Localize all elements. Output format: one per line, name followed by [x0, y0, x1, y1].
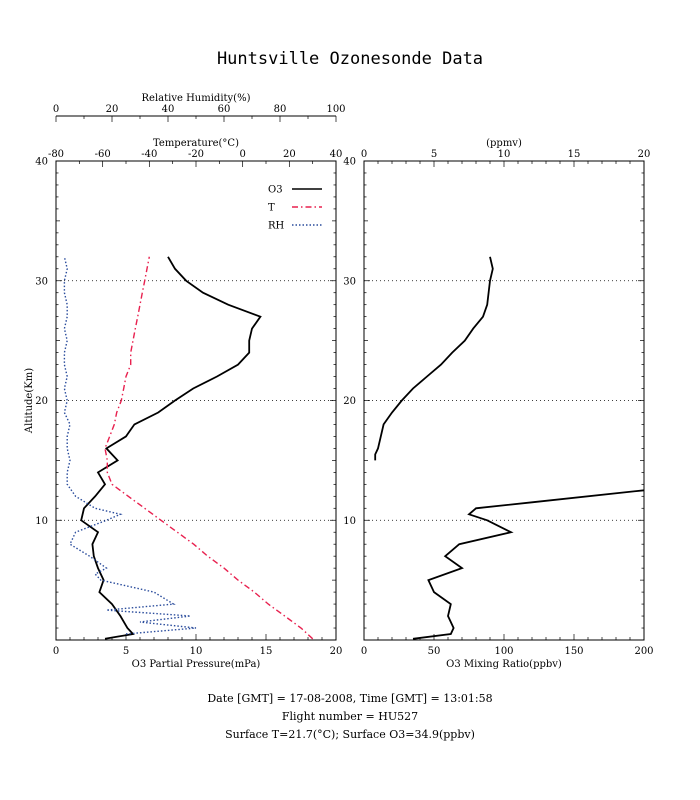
- right-x-tick-label: 0: [361, 646, 367, 657]
- x-axis-title-mixing-ratio: O3 Mixing Ratio(ppbv): [446, 659, 562, 670]
- series-line-o3: [80, 256, 262, 640]
- right-y-tick-label: 10: [343, 516, 356, 527]
- footer-flight-number: Flight number = HU527: [281, 710, 419, 723]
- left-y-tick-label: 20: [35, 396, 48, 407]
- left-x-tick-label: 20: [330, 646, 343, 657]
- left-x-tick-label: -40: [141, 149, 157, 160]
- left-x-tick-label: -20: [188, 149, 204, 160]
- left-x-tick-label: 5: [123, 646, 129, 657]
- right-y-tick-label: 20: [343, 396, 356, 407]
- left-x-tick-label: 0: [239, 149, 245, 160]
- footer-surface-values: Surface T=21.7(°C); Surface O3=34.9(ppbv…: [225, 728, 475, 741]
- series-line-mixing-ratio-upper: [374, 256, 494, 461]
- right-x-tick-label: 150: [564, 646, 583, 657]
- left-y-tick-label: 40: [35, 157, 48, 168]
- left-x-tick-label: -60: [95, 149, 111, 160]
- series-line-mixing-ratio: [412, 489, 645, 640]
- right-x-tick-label: 15: [568, 149, 581, 160]
- left-x-tick-label: 0: [53, 104, 59, 115]
- legend-label-rh: RH: [268, 221, 285, 232]
- left-x-tick-label: 0: [53, 646, 59, 657]
- series-line-t: [104, 256, 314, 640]
- left-x-tick-label: 15: [260, 646, 273, 657]
- left-y-tick-label: 10: [35, 516, 48, 527]
- left-x-tick-label: 60: [218, 104, 231, 115]
- left-x-tick-label: -80: [48, 149, 64, 160]
- legend-label-o3: O3: [268, 185, 283, 196]
- x-axis-title-temperature: Temperature(°C): [153, 138, 239, 149]
- right-x-tick-label: 0: [361, 149, 367, 160]
- left-y-tick-label: 30: [35, 276, 48, 287]
- x-axis-title-ppmv: (ppmv): [486, 138, 522, 149]
- y-axis-title: Altitude(Km): [24, 368, 35, 434]
- footer-date-time: Date [GMT] = 17-08-2008, Time [GMT] = 13…: [207, 692, 493, 705]
- x-axis-title-ozone: O3 Partial Pressure(mPa): [132, 659, 261, 670]
- right-x-tick-label: 50: [428, 646, 441, 657]
- left-x-tick-label: 20: [283, 149, 296, 160]
- right-x-tick-label: 200: [634, 646, 653, 657]
- right-x-tick-label: 100: [494, 646, 513, 657]
- left-x-tick-label: 40: [162, 104, 175, 115]
- x-axis-title-humidity: Relative Humidity(%): [142, 93, 251, 104]
- left-x-tick-label: 100: [326, 104, 345, 115]
- legend-label-t: T: [268, 203, 275, 214]
- left-panel: 10 20 30 40 0 5 10 15 20 O3 Partial Pressure(mPa)…: [24, 93, 346, 670]
- series-line-rh: [63, 256, 197, 635]
- left-x-tick-label: 10: [190, 646, 203, 657]
- left-x-tick-label: 20: [106, 104, 119, 115]
- right-y-tick-label: 30: [343, 276, 356, 287]
- left-x-tick-label: 80: [274, 104, 287, 115]
- left-x-tick-label: 40: [330, 149, 343, 160]
- chart-title: Huntsville Ozonesonde Data: [217, 49, 483, 69]
- right-x-tick-label: 5: [431, 149, 437, 160]
- right-x-tick-label: 20: [638, 149, 651, 160]
- right-y-tick-label: 40: [343, 157, 356, 168]
- right-x-tick-label: 10: [498, 149, 511, 160]
